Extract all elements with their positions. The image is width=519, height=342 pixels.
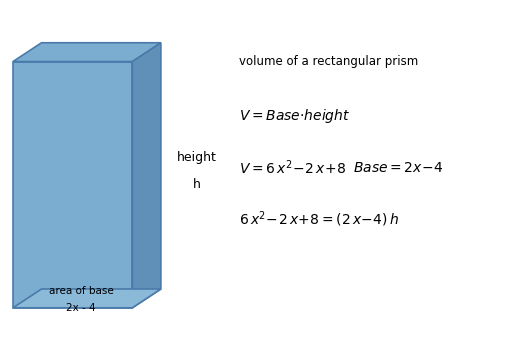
Text: volume of a rectangular prism: volume of a rectangular prism (239, 55, 418, 68)
Text: height: height (177, 151, 217, 164)
Polygon shape (13, 62, 132, 308)
Text: $\mathit{V}=\mathit{Base}{\cdot}\mathit{height}$: $\mathit{V}=\mathit{Base}{\cdot}\mathit{… (239, 107, 350, 125)
Text: h: h (193, 178, 201, 191)
Text: 2x - 4: 2x - 4 (66, 303, 96, 313)
Polygon shape (13, 289, 161, 308)
Polygon shape (132, 43, 161, 308)
Text: $6\,\mathit{x}^2\!-\!2\,\mathit{x}\!+\!8=(2\,\mathit{x}\!-\!4)\,\mathit{h}$: $6\,\mathit{x}^2\!-\!2\,\mathit{x}\!+\!8… (239, 209, 399, 229)
Polygon shape (13, 43, 161, 62)
Text: area of base: area of base (49, 286, 114, 296)
Text: $\mathit{Base}=2\mathit{x}\!-\!4$: $\mathit{Base}=2\mathit{x}\!-\!4$ (353, 161, 443, 174)
Text: $\mathit{V}=6\,\mathit{x}^2\!-\!2\,\mathit{x}\!+\!8$: $\mathit{V}=6\,\mathit{x}^2\!-\!2\,\math… (239, 158, 346, 177)
